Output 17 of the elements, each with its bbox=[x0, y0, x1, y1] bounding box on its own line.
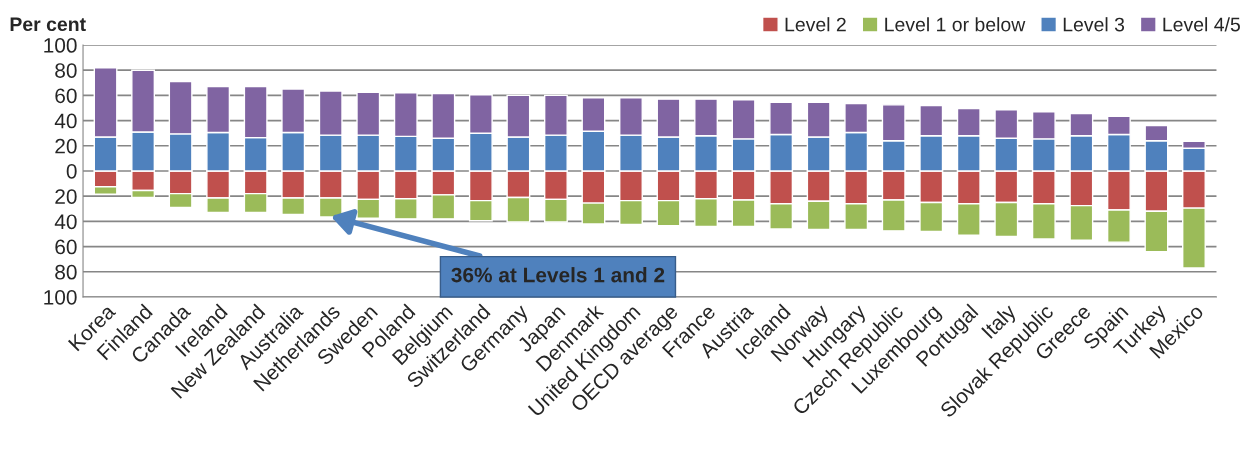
y-tick-label: 20 bbox=[55, 189, 77, 204]
y-tick-label: 100 bbox=[44, 289, 77, 305]
y-tick-label: 0 bbox=[66, 163, 77, 179]
y-axis-title: Per cent bbox=[10, 17, 86, 32]
y-tick-label: 80 bbox=[55, 63, 77, 78]
y-tick-label: 60 bbox=[55, 239, 77, 255]
y-tick-label: 40 bbox=[54, 214, 77, 230]
legend-label: Level 2 bbox=[785, 17, 846, 32]
annotation: 36% at Levels 1 and 2 bbox=[451, 267, 665, 283]
y-tick-label: 60 bbox=[55, 88, 77, 104]
y-tick-label: 100 bbox=[44, 38, 77, 53]
legend-label: Level 3 bbox=[1063, 17, 1125, 32]
legend-label: Level 1 or below bbox=[885, 17, 1026, 32]
legend-label: Level 4/5 bbox=[1163, 17, 1240, 32]
y-tick-label: 20 bbox=[55, 138, 77, 154]
y-tick-label: 80 bbox=[55, 264, 77, 280]
y-tick-label: 40 bbox=[54, 113, 77, 129]
